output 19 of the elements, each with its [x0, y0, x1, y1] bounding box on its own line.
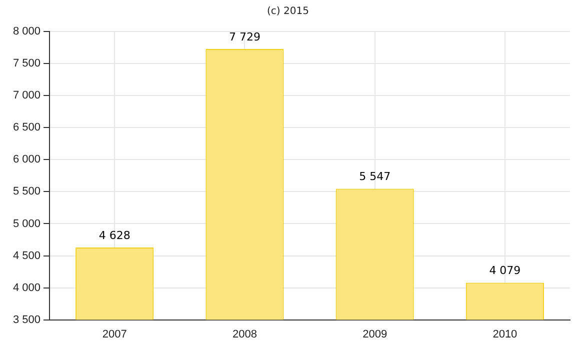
- y-tick-label: 6 500: [12, 122, 41, 134]
- y-tick-label: 4 500: [12, 250, 41, 262]
- y-tick-label: 5 500: [12, 186, 41, 198]
- x-tick-label: 2007: [102, 328, 127, 340]
- data-label: 5 547: [359, 170, 391, 184]
- x-tick-label: 2010: [492, 328, 518, 340]
- y-tick-label: 7 000: [12, 90, 41, 102]
- y-tick-label: 4 000: [12, 282, 41, 294]
- y-tick-label: 5 000: [12, 218, 41, 230]
- y-tick-label: 7 500: [12, 58, 41, 70]
- y-tick-label: 3 500: [12, 314, 41, 326]
- y-tick-label: 6 000: [12, 154, 41, 166]
- data-label: 4 079: [489, 264, 521, 278]
- text: (c) 2015: [266, 6, 310, 17]
- y-tick-label: 8 000: [12, 26, 41, 38]
- x-tick-label: 2009: [362, 328, 388, 340]
- data-label: 7 729: [228, 30, 260, 44]
- x-tick-label: 2008: [232, 328, 257, 340]
- data-label: 4 628: [98, 228, 130, 242]
